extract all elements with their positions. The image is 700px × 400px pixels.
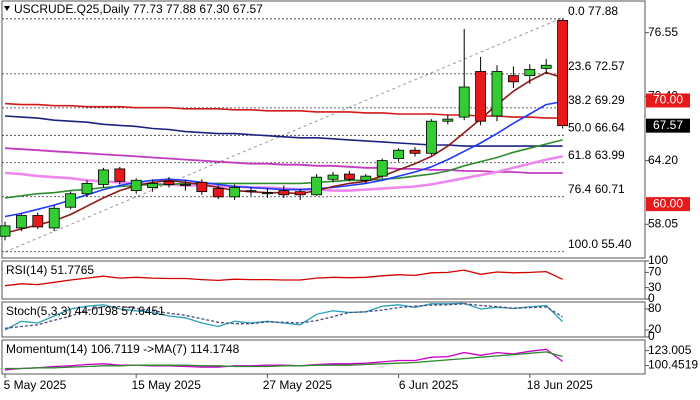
- fib-ratio: 76.4: [568, 182, 592, 196]
- candle-body: [360, 175, 372, 181]
- candle-body: [229, 187, 241, 198]
- candle-body: [81, 182, 93, 195]
- fib-label: 100.0 55.40: [568, 237, 632, 251]
- indicator-line: [5, 351, 563, 370]
- candle-body: [425, 120, 437, 154]
- candle-body: [311, 176, 323, 196]
- y-tick-label: 76.55: [648, 25, 678, 39]
- fib-ratio: 23.6: [568, 59, 592, 73]
- fib-ratio: 50.0: [568, 120, 592, 134]
- indicator-line: [4, 302, 564, 331]
- panel-frame: [1, 339, 646, 375]
- fib-label: 76.4 60.71: [568, 182, 625, 196]
- fib-price: 60.71: [595, 182, 625, 196]
- fib-label: 50.0 66.64: [568, 120, 625, 134]
- candle-body: [540, 64, 552, 69]
- y-tick-label: 100: [648, 253, 668, 267]
- fib-label: 23.6 72.57: [568, 59, 625, 73]
- candle-body: [245, 190, 257, 193]
- indicator-line: [4, 303, 563, 329]
- x-tick-label: 18 Jun 2025: [527, 378, 593, 392]
- candle-body: [507, 75, 519, 83]
- y-tick-label: 0: [648, 329, 655, 343]
- candle-body: [376, 160, 388, 177]
- candle-body: [409, 149, 421, 154]
- y-tick-label: 30: [648, 280, 662, 294]
- x-tick-label: 27 May 2025: [263, 378, 333, 392]
- fib-price: 77.88: [588, 4, 618, 18]
- candle-body: [557, 19, 568, 127]
- candle-body: [163, 180, 175, 185]
- candle-body: [327, 174, 339, 180]
- candle-body: [15, 215, 27, 229]
- panel-frame: [1, 260, 646, 300]
- x-tick-label: 5 May 2025: [4, 378, 67, 392]
- fib-ratio: 61.8: [568, 148, 592, 162]
- candle-body: [179, 184, 191, 186]
- candle-body: [491, 71, 503, 117]
- moving-average-line: [4, 115, 563, 147]
- candle-body: [98, 169, 109, 185]
- candle-body: [393, 149, 405, 159]
- price-tag-label: 70.00: [653, 93, 683, 107]
- y-tick-label: 0: [648, 291, 655, 305]
- candle-body: [442, 118, 454, 122]
- candle-body: [196, 181, 208, 193]
- fib-price: 63.99: [595, 148, 625, 162]
- indicator-line: [4, 269, 563, 287]
- x-tick-label: 6 Jun 2025: [399, 378, 459, 392]
- candle-body: [524, 68, 536, 77]
- candle-body: [294, 191, 306, 196]
- moving-average-line: [4, 147, 563, 174]
- fib-price: 69.29: [595, 93, 625, 107]
- collapse-icon: [4, 6, 10, 11]
- y-tick-label: 80: [648, 301, 662, 315]
- fib-ratio: 38.2: [568, 93, 592, 107]
- candle-body: [0, 225, 11, 237]
- candle-body: [32, 215, 44, 228]
- panel-title: Momentum(14) 106.7119 ->MA(7) 114.1748: [6, 342, 240, 356]
- y-tick-label: 123.005: [648, 343, 692, 357]
- fib-label: 0.0 77.88: [568, 4, 618, 18]
- fib-label: 38.2 69.29: [568, 93, 625, 107]
- panel-frame: [1, 0, 646, 259]
- panel-title: USCRUDE.Q25,Daily 77.73 77.88 67.30 67.5…: [14, 2, 263, 16]
- moving-average-line: [4, 102, 563, 119]
- price-tag-label: 60.00: [653, 196, 683, 210]
- y-tick-label: 58.05: [648, 216, 678, 230]
- price-tag: [646, 93, 690, 108]
- candle-body: [343, 173, 355, 180]
- x-tick-label: 15 May 2025: [132, 378, 202, 392]
- candle-body: [475, 71, 487, 122]
- price-tag-label: 67.57: [653, 118, 683, 132]
- panel-title: RSI(14) 51.7765: [6, 263, 94, 277]
- candle-body: [48, 207, 60, 229]
- panel-title: Stoch(5,3,3) 44.0198 57.6451: [6, 304, 165, 318]
- y-tick-label: 100.4519: [648, 358, 698, 372]
- fib-ratio: 0.0: [568, 4, 585, 18]
- fib-label: 61.8 63.99: [568, 148, 625, 162]
- moving-average-line: [4, 139, 563, 199]
- candle-body: [147, 182, 159, 188]
- y-tick-label: 70: [648, 265, 662, 279]
- price-tag: [646, 118, 690, 133]
- fib-price: 66.64: [595, 120, 625, 134]
- candle-body: [278, 190, 290, 196]
- fib-ratio: 100.0: [568, 237, 598, 251]
- candle-body: [261, 192, 273, 195]
- candle-body: [114, 168, 126, 182]
- fib-price: 72.57: [595, 59, 625, 73]
- candle-body: [458, 86, 470, 118]
- fib-price: 55.40: [601, 237, 631, 251]
- candle-body: [130, 179, 142, 192]
- candle-body: [65, 193, 76, 208]
- price-tag: [646, 197, 690, 212]
- panel-frame: [1, 301, 646, 338]
- y-tick-label: 20: [648, 322, 662, 336]
- y-tick-label: 64.20: [648, 153, 678, 167]
- candle-body: [212, 188, 224, 198]
